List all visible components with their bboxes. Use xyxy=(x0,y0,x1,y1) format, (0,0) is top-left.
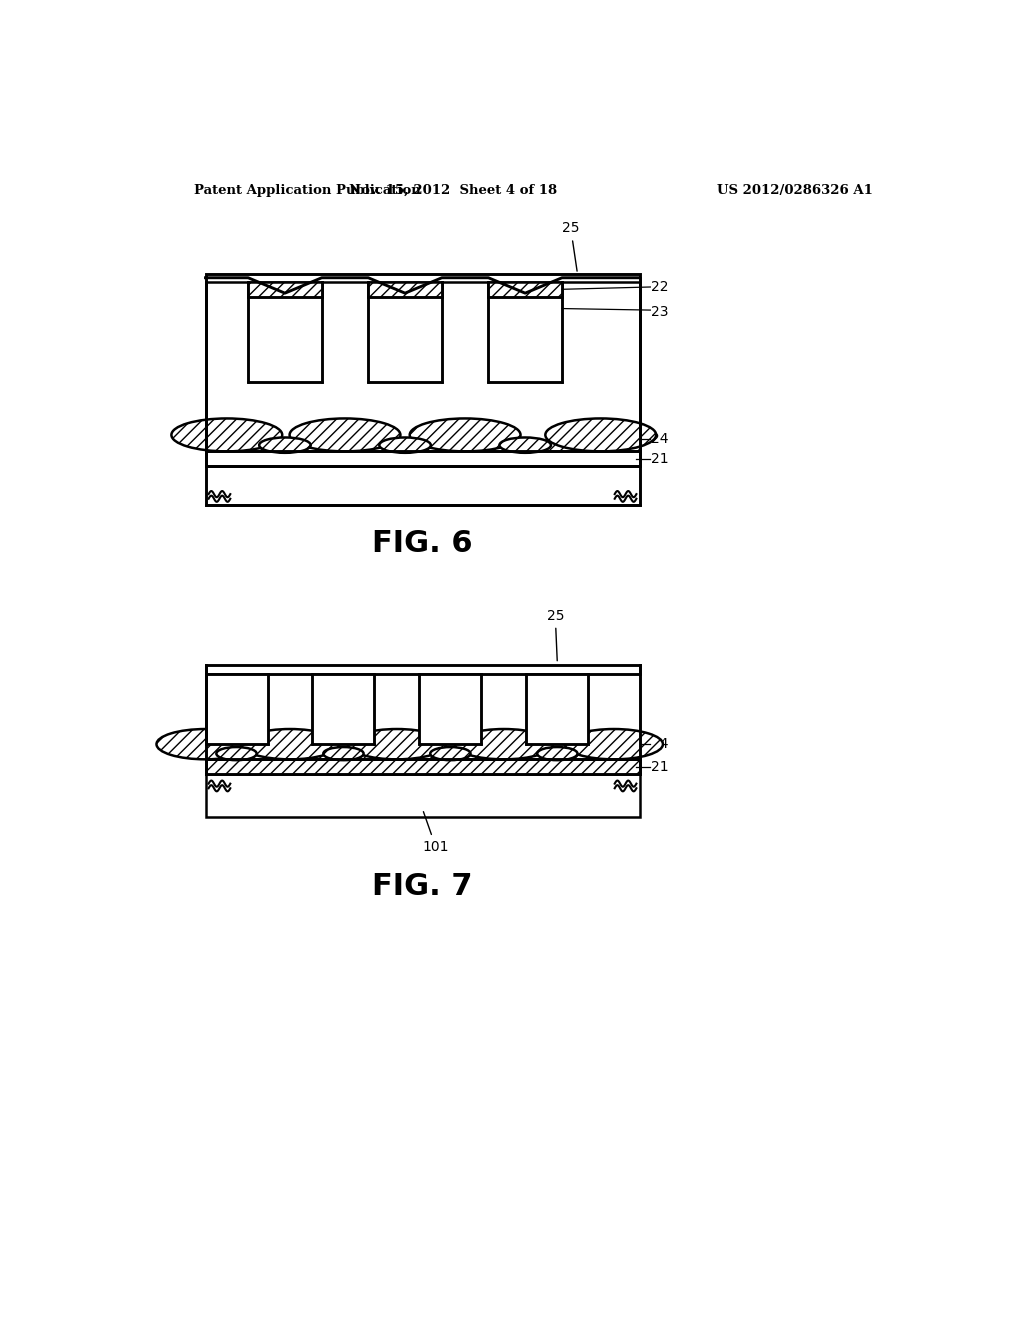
Ellipse shape xyxy=(324,747,364,760)
Bar xyxy=(206,759,640,775)
Ellipse shape xyxy=(546,418,656,451)
Text: 22: 22 xyxy=(651,280,669,294)
Bar xyxy=(206,441,640,451)
Bar xyxy=(206,665,640,675)
Text: FIG. 7: FIG. 7 xyxy=(373,871,473,900)
Bar xyxy=(206,451,640,466)
Ellipse shape xyxy=(430,747,471,760)
Bar xyxy=(206,775,640,817)
Text: 101: 101 xyxy=(423,812,449,854)
Text: 24: 24 xyxy=(651,737,669,751)
Text: US 2012/0286326 A1: US 2012/0286326 A1 xyxy=(717,185,872,197)
Bar xyxy=(248,281,322,297)
Bar xyxy=(248,281,322,381)
Bar xyxy=(312,675,375,743)
Bar xyxy=(206,750,640,759)
Ellipse shape xyxy=(538,747,578,760)
Ellipse shape xyxy=(259,437,310,453)
Bar xyxy=(369,281,442,381)
Polygon shape xyxy=(206,277,640,466)
Ellipse shape xyxy=(410,418,520,451)
Ellipse shape xyxy=(171,418,283,451)
Bar xyxy=(206,275,640,506)
Ellipse shape xyxy=(379,437,431,453)
Ellipse shape xyxy=(565,729,663,759)
Ellipse shape xyxy=(241,729,339,759)
Bar xyxy=(420,675,481,743)
Ellipse shape xyxy=(455,729,553,759)
Text: FIG. 6: FIG. 6 xyxy=(372,529,473,558)
Text: 25: 25 xyxy=(547,609,564,661)
Text: 24: 24 xyxy=(651,432,669,446)
Ellipse shape xyxy=(348,729,445,759)
Ellipse shape xyxy=(216,747,257,760)
Text: Nov. 15, 2012  Sheet 4 of 18: Nov. 15, 2012 Sheet 4 of 18 xyxy=(349,185,557,197)
Text: 25: 25 xyxy=(562,222,580,271)
Text: Patent Application Publication: Patent Application Publication xyxy=(194,185,421,197)
Bar xyxy=(488,281,562,381)
Ellipse shape xyxy=(157,729,255,759)
Text: 23: 23 xyxy=(651,305,669,319)
Bar xyxy=(488,281,562,297)
Ellipse shape xyxy=(290,418,400,451)
Bar xyxy=(206,281,640,422)
Ellipse shape xyxy=(500,437,551,453)
Bar xyxy=(206,675,267,743)
Text: 21: 21 xyxy=(651,760,669,774)
Bar xyxy=(206,675,640,733)
Bar xyxy=(526,675,589,743)
Bar xyxy=(369,281,442,297)
Text: 21: 21 xyxy=(651,451,669,466)
